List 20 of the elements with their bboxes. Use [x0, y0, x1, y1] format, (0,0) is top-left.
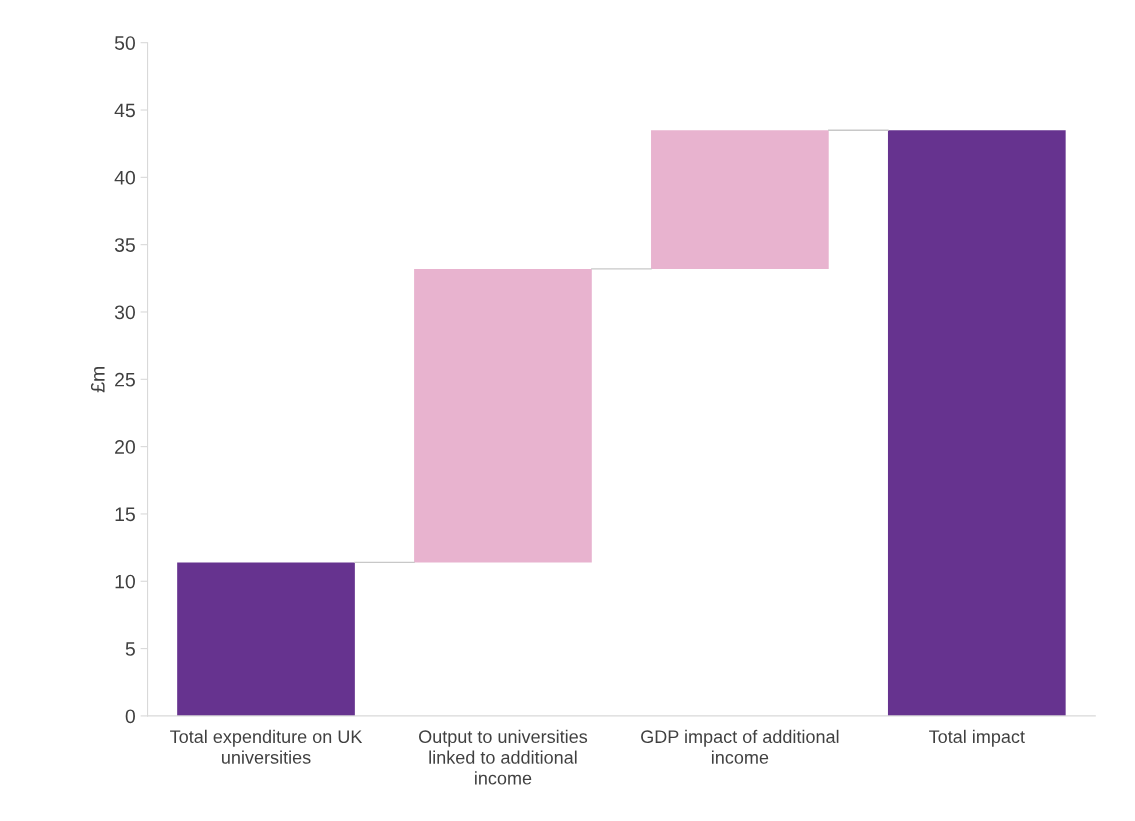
x-tick-label: Output to universities linked to additional income	[419, 729, 588, 785]
x-tick-label: Total expenditure on UK universities	[170, 729, 363, 764]
bar	[887, 130, 1066, 716]
y-tick-label: 35	[114, 238, 135, 252]
y-tick-label: 25	[115, 372, 135, 387]
y-tick-label: 0	[125, 709, 135, 724]
x-tick-label: GDP impact of additional income	[641, 729, 839, 764]
y-tick-label: 10	[115, 574, 135, 589]
y-tick-label: 50	[114, 36, 135, 50]
bar	[651, 130, 829, 269]
bar	[177, 562, 355, 716]
y-tick-label: 15	[115, 507, 135, 522]
bar	[414, 268, 592, 563]
y-axis-title: £m	[90, 367, 105, 393]
y-tick-label: 40	[114, 170, 135, 185]
y-tick-label: 5	[125, 642, 135, 656]
y-tick-label: 20	[115, 440, 135, 454]
x-tick-label: Total impact	[929, 729, 1025, 747]
y-tick-label: 45	[114, 103, 135, 118]
y-tick-label: 30	[114, 305, 135, 320]
